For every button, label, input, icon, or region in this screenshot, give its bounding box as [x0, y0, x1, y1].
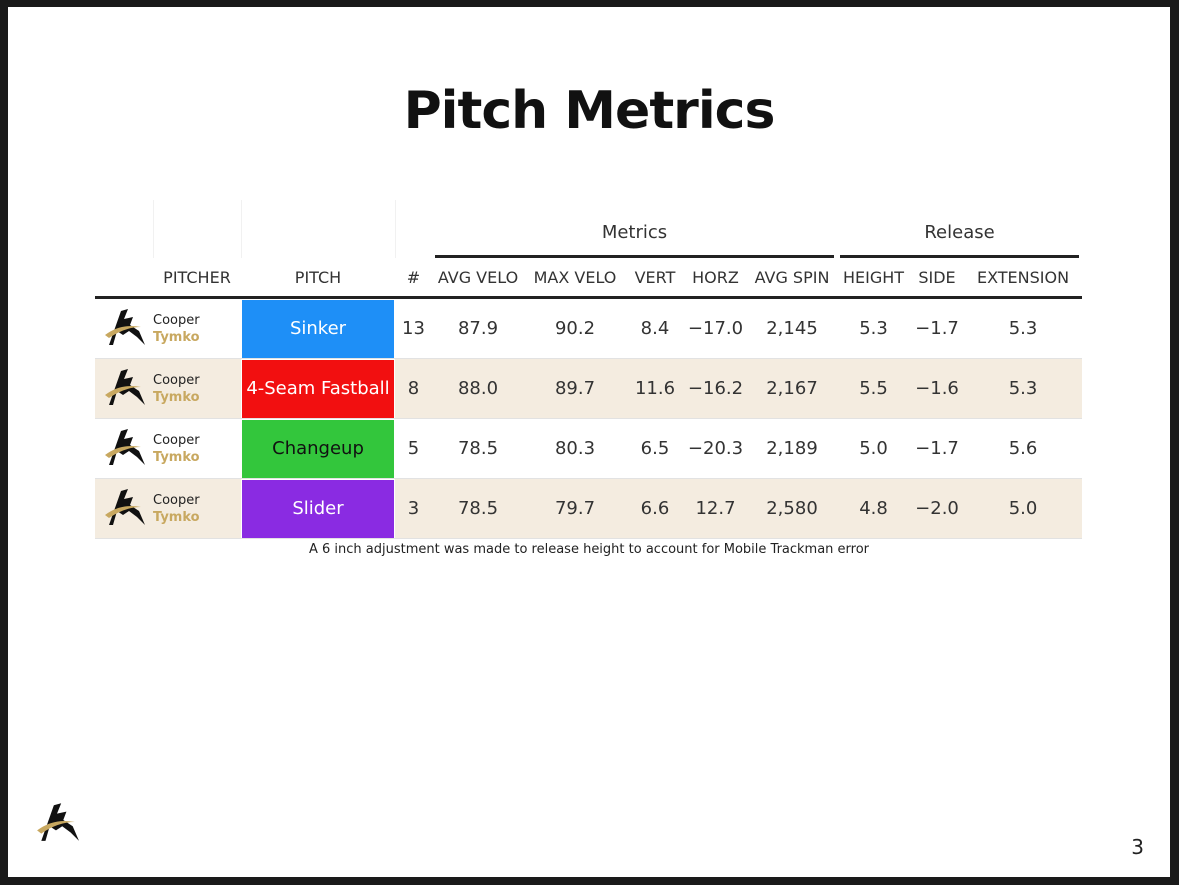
column-header-avg-spin: AVG SPIN [747, 258, 838, 299]
table-row: Cooper Tymko 4-Seam Fastball 8 88.0 89.7 … [95, 358, 1083, 419]
column-header-logo [95, 258, 153, 299]
team-logo-icon [105, 369, 145, 405]
footnote: A 6 inch adjustment was made to release … [308, 542, 870, 557]
column-header-extension: EXTENSION [964, 258, 1083, 299]
table-row: Cooper Tymko Slider 3 78.5 79.7 6.6 12.7 … [95, 478, 1083, 539]
column-header-vert: VERT [626, 258, 684, 299]
footer-logo [32, 799, 82, 847]
pitch-type-label: Sinker [242, 299, 394, 358]
column-header-max-velo: MAX VELO [524, 258, 626, 299]
team-logo-icon [37, 803, 79, 841]
group-header-metrics: Metrics [432, 200, 837, 258]
team-logo-icon [105, 429, 145, 465]
column-header-horz: HORZ [684, 258, 747, 299]
pitch-type-label: Slider [242, 479, 394, 538]
table-row: Cooper Tymko Sinker 13 87.9 90.2 8.4 −17.… [95, 297, 1083, 359]
pitch-type-label: Changeup [242, 419, 394, 478]
group-header-release: Release [837, 200, 1082, 258]
team-logo-icon [105, 489, 145, 525]
slide-title: Pitch Metrics [403, 81, 776, 141]
slide: Pitch Metrics Metrics Release [8, 7, 1170, 877]
group-header-row: Metrics Release [95, 200, 1082, 258]
column-header-side: SIDE [910, 258, 965, 299]
column-header-pitch: PITCH [241, 258, 395, 299]
page-number: 3 [1131, 835, 1144, 859]
table-row: Cooper Tymko Changeup 5 78.5 80.3 6.5 −20… [95, 418, 1083, 479]
column-header-row: PITCHER PITCH # AVG VELO MAX VELO VERT H… [95, 258, 1083, 299]
column-header-pitcher: PITCHER [153, 258, 241, 299]
pitch-metrics-table: Metrics Release PITCHER PITCH # AVG VELO… [95, 200, 1083, 539]
column-header-count: # [395, 258, 432, 299]
column-header-avg-velo: AVG VELO [432, 258, 524, 299]
column-header-height: HEIGHT [837, 258, 911, 299]
team-logo-icon [105, 309, 145, 345]
pitch-type-label: 4-Seam Fastball [242, 359, 394, 418]
